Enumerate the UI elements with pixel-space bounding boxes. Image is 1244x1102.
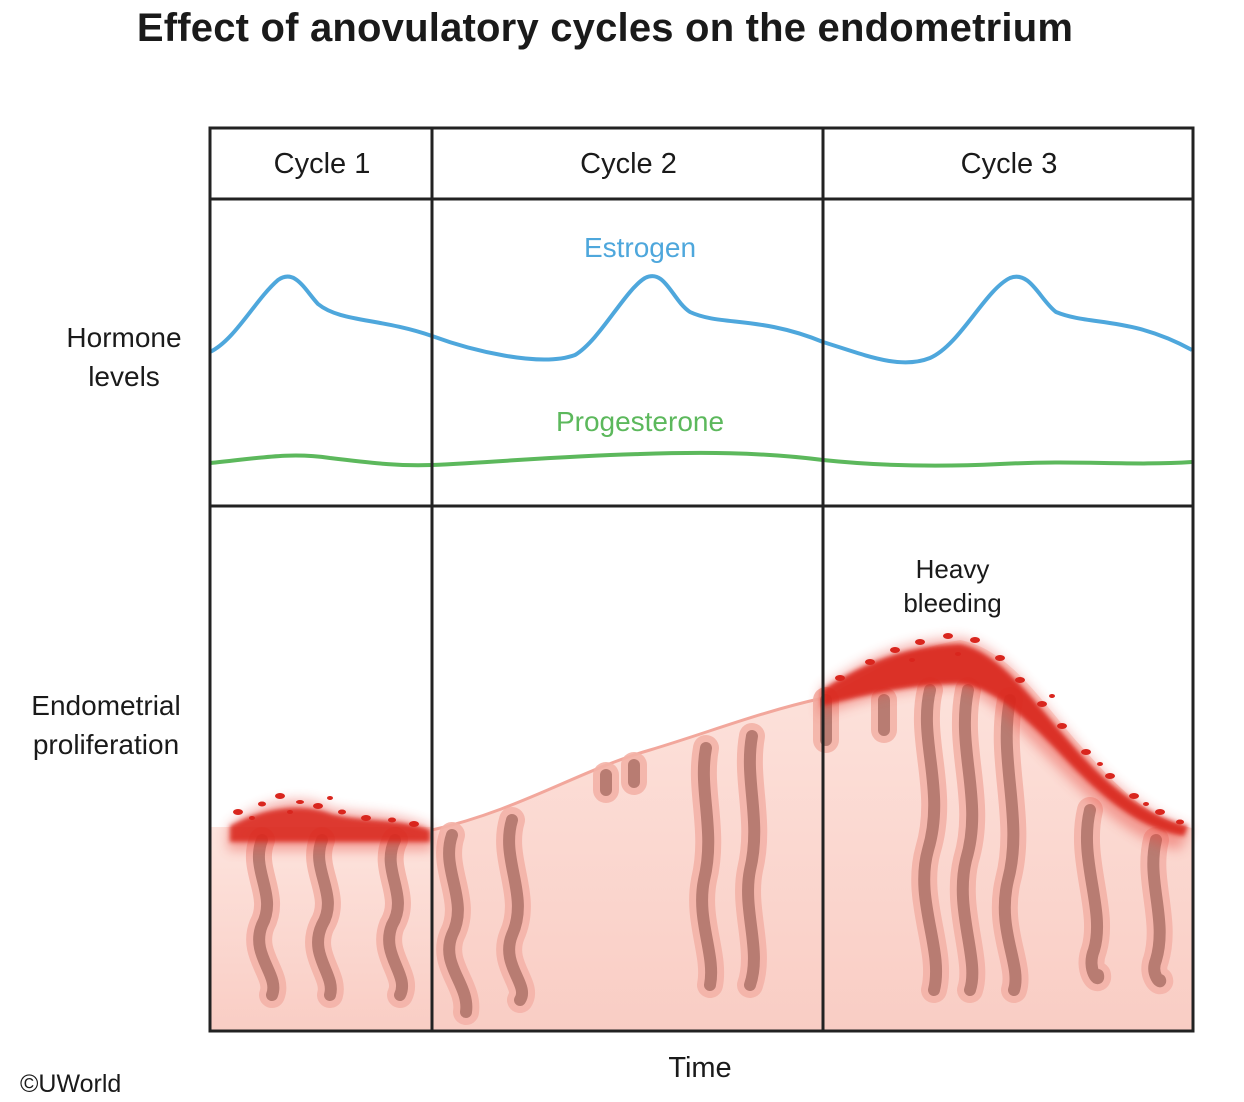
endometrial-proliferation-label: Endometrial proliferation — [10, 686, 202, 764]
hormone-levels-line2: levels — [88, 361, 160, 392]
cycle-2-label: Cycle 2 — [580, 148, 677, 180]
endometrial-glands — [245, 677, 1174, 1025]
heavy-bleeding-line1: Heavy — [915, 554, 990, 584]
x-axis-label: Time — [668, 1052, 732, 1084]
endometrial-proliferation-line2: proliferation — [32, 729, 180, 760]
diagram-grid — [208, 126, 1195, 1033]
estrogen-label: Estrogen — [583, 232, 697, 263]
progesterone-curve — [209, 450, 1193, 468]
cycle-1-label: Cycle 1 — [273, 148, 371, 180]
diagram-title: Effect of anovulatory cycles on the endo… — [136, 6, 1074, 50]
hormone-levels-label: Hormone levels — [40, 318, 208, 396]
copyright-text: ©UWorld — [20, 1070, 122, 1098]
heavy-bleeding-label: Heavy bleeding — [880, 552, 1025, 620]
heavy-bleeding-line2: bleeding — [903, 588, 1002, 618]
bleeding-cycle-1 — [228, 793, 432, 850]
estrogen-curve — [209, 274, 1193, 365]
endometrial-proliferation-line1: Endometrial — [31, 690, 181, 721]
bleeding-cycle-3 — [820, 633, 1190, 850]
progesterone-label: Progesterone — [555, 406, 725, 437]
hormone-levels-line1: Hormone — [66, 322, 182, 353]
cycle-3-label: Cycle 3 — [960, 148, 1058, 180]
